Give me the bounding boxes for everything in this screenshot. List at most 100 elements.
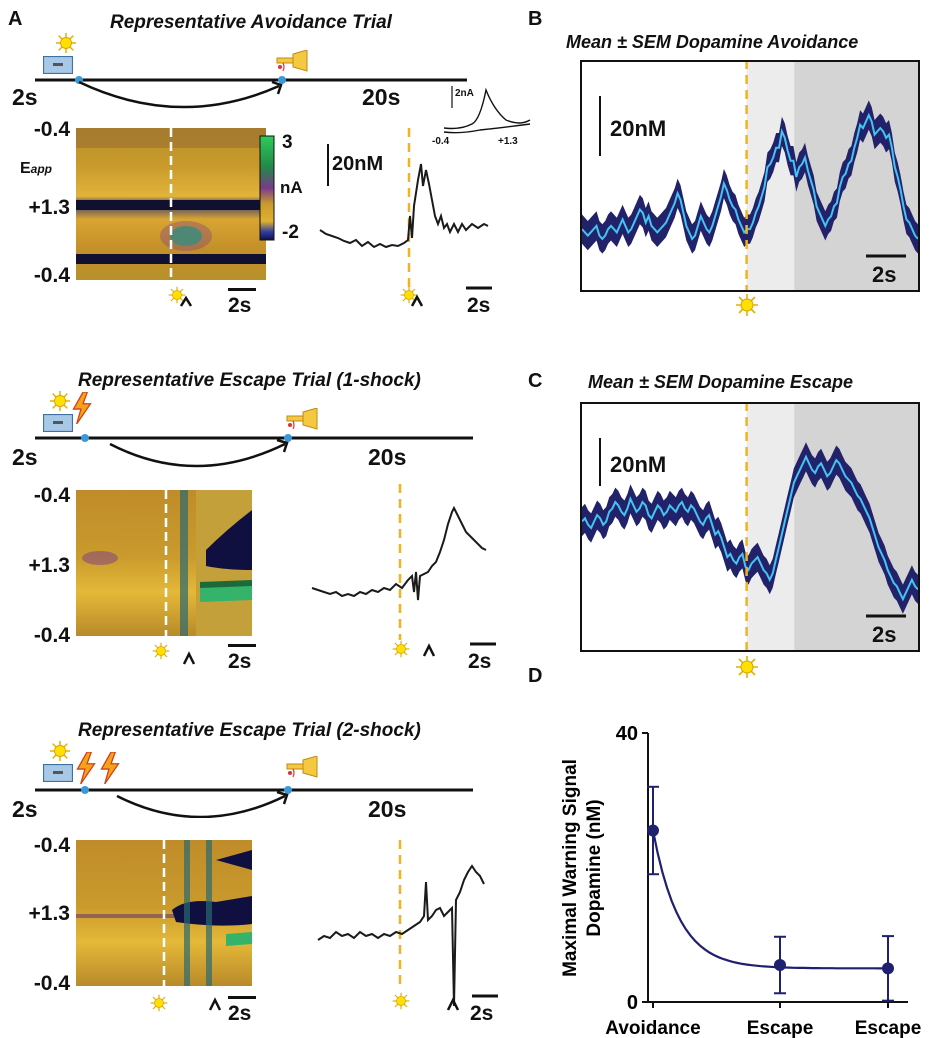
avoidance-y-bot: -0.4 (33, 264, 70, 287)
fit-curve (651, 830, 888, 970)
avoidance-mean-scale-x: 2s (872, 262, 897, 287)
escape-mean-scale-y: 20nM (610, 452, 667, 477)
y-axis-label: Maximal Warning Signal Dopamine (nM) (560, 759, 605, 977)
escape-mean-title: Mean ± SEM Dopamine Escape (588, 372, 853, 392)
avoidance-heat-time-label: 2s (228, 294, 252, 317)
sun-icon (392, 992, 410, 1010)
colorbar (259, 135, 275, 241)
arrowhead-icon (410, 294, 424, 307)
y-axis-label-line2: Dopamine (nM) (584, 799, 605, 936)
arrowhead-icon (446, 997, 460, 1011)
sun-icon (49, 390, 71, 412)
escape2-timeline (35, 740, 473, 818)
sun-icon (392, 640, 410, 658)
cv-inset-scale: 2nA (455, 88, 474, 99)
arrowhead-icon (276, 438, 289, 453)
avoidance-mean-scale-y: 20nM (610, 116, 667, 141)
data-point (774, 959, 786, 972)
escape-mean-shade-cue (746, 402, 795, 652)
avoidance-trace-time-label: 2s (467, 294, 491, 317)
avoidance-mean-svg (580, 60, 920, 292)
avoidance-trace (319, 128, 492, 307)
avoidance-y-top: -0.4 (33, 118, 70, 141)
avoidance-trial-title: Representative Avoidance Trial (110, 12, 392, 33)
sun-icon (168, 286, 186, 304)
escape1-y-bot: -0.4 (33, 624, 70, 647)
colorbar-min: -2 (282, 222, 299, 243)
escape2-trial-title: Representative Escape Trial (2-shock) (78, 720, 421, 741)
escape2-cue-duration: 2s (12, 796, 38, 822)
horn-icon (276, 50, 308, 72)
eapp-label: Eapp (20, 160, 53, 177)
arrowhead-icon (271, 80, 283, 95)
escape1-heat-time-label: 2s (228, 650, 252, 673)
avoidance-heat-time-bar (228, 288, 256, 291)
horn-icon (286, 408, 318, 430)
escape1-heat-time-bar (228, 644, 256, 647)
avoidance-cue-duration: 2s (12, 84, 38, 110)
cv-inset (443, 86, 531, 134)
x-tick-label: Avoidance (605, 1018, 700, 1038)
avoidance-heat-cue-marker (168, 286, 193, 310)
escape1-trial-duration: 20s (368, 444, 407, 470)
panel-label-a: A (8, 8, 23, 30)
horn-icon (286, 756, 318, 778)
avoidance-mean-mean-line (581, 112, 919, 241)
sun-icon (152, 642, 170, 660)
escape1-heat-markers (152, 642, 212, 668)
lightning-bolt-icon (72, 392, 92, 424)
escape-mean-shade-trial (794, 402, 920, 652)
sun-icon (55, 32, 77, 54)
arrowhead-icon (422, 643, 436, 657)
x-tick-label: Escape (747, 1018, 814, 1038)
escape-mean-svg (580, 402, 920, 652)
escape2-y-top: -0.4 (33, 834, 70, 857)
escape2-y-mid: +1.3 (28, 902, 70, 925)
escape1-y-top: -0.4 (33, 484, 70, 507)
sun-icon (49, 740, 71, 762)
escape2-trial-duration: 20s (368, 796, 407, 822)
cv-inset-x-min: -0.4 (432, 136, 450, 147)
panel-label-d: D (528, 665, 543, 687)
arrowhead-icon (179, 295, 193, 307)
escape2-heat-time-label: 2s (228, 1002, 252, 1025)
panel-label-b: B (528, 8, 543, 30)
escape-mean-sem-band (582, 442, 918, 614)
avoidance-y-mid: +1.3 (28, 196, 70, 219)
escape-mean-scale-x: 2s (872, 622, 897, 647)
escape2-trace (317, 840, 498, 1011)
x-tick-label: Escape (855, 1018, 922, 1038)
escape2-color-plot (76, 840, 252, 986)
lightning-bolt-icon (76, 752, 96, 784)
escape1-color-plot (76, 490, 252, 636)
y-tick-label: 40 (616, 723, 638, 745)
escape-mean-cue-marker (735, 655, 759, 679)
data-point (882, 962, 894, 975)
avoidance-mean-chart (580, 60, 920, 292)
escape1-trace (311, 484, 496, 658)
lightbulb-box-icon (43, 414, 73, 432)
avoidance-mean-title: Mean ± SEM Dopamine Avoidance (566, 32, 859, 52)
escape1-y-mid: +1.3 (28, 554, 70, 577)
cv-inset-x-max: +1.3 (498, 136, 518, 147)
arrowhead-icon (208, 997, 222, 1011)
avoidance-mean-sem-band (582, 100, 918, 254)
escape-mean-chart (580, 402, 920, 652)
sun-icon (735, 293, 759, 317)
lightbulb-box-icon (43, 764, 73, 782)
colorbar-unit: nA (280, 178, 303, 197)
escape1-trial-title: Representative Escape Trial (1-shock) (78, 370, 421, 391)
data-point (647, 824, 659, 837)
avoidance-mean-frame (580, 60, 920, 292)
y-axis-label-line1: Maximal Warning Signal (560, 759, 581, 977)
arrowhead-icon (276, 790, 289, 805)
escape2-trace-time-label: 2s (470, 1002, 494, 1025)
escape2-heat-markers (150, 990, 240, 1016)
avoidance-trace-scale: 20nM (332, 153, 384, 175)
escape1-trace-time-label: 2s (468, 650, 492, 673)
arrowhead-icon (182, 651, 196, 665)
sun-icon (735, 655, 759, 679)
escape1-cue-duration: 2s (12, 444, 38, 470)
escape-mean-mean-line (581, 454, 919, 602)
sun-icon (150, 994, 168, 1012)
